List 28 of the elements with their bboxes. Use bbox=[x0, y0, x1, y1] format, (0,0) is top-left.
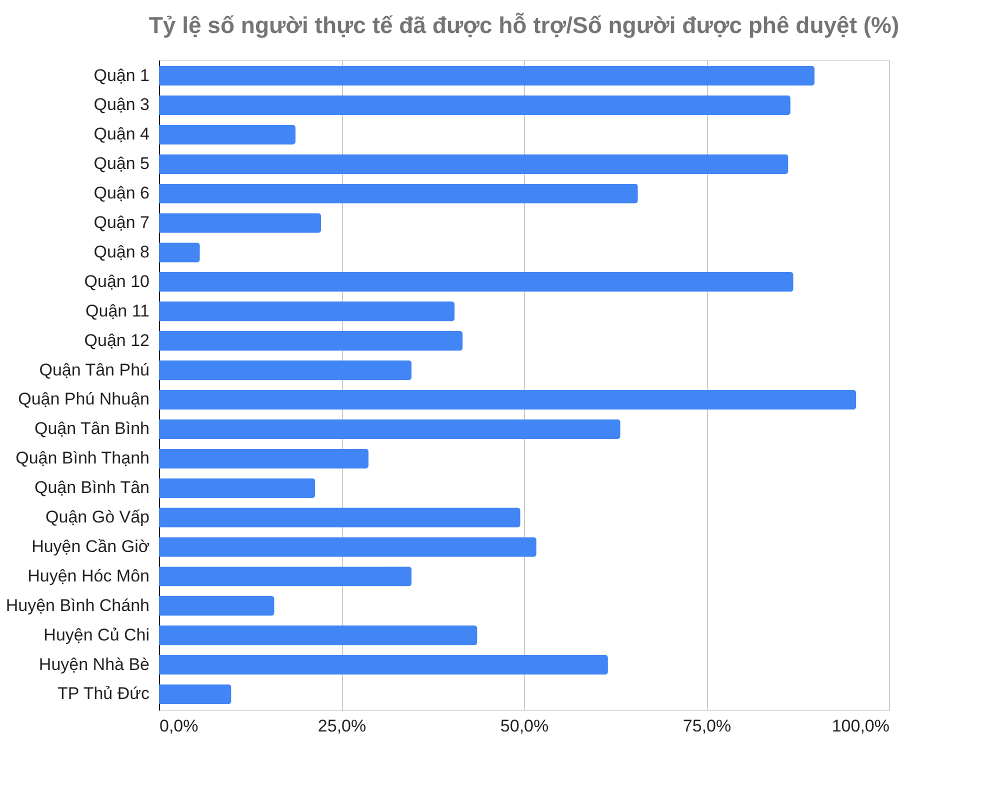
x-tick-label: 100,0% bbox=[832, 716, 890, 736]
y-tick-label: Quận Phú Nhuận bbox=[18, 390, 150, 409]
y-tick-label: Quận 4 bbox=[94, 124, 150, 144]
y-tick-label: Huyện Cần Giờ bbox=[32, 536, 150, 556]
y-tick-label: Quận 12 bbox=[84, 330, 150, 350]
y-tick-label: Huyện Bình Chánh bbox=[6, 596, 150, 615]
y-tick-label: Quận Bình Tân bbox=[34, 478, 150, 498]
y-tick-label: Quận 6 bbox=[94, 184, 150, 203]
y-tick-label: Huyện Củ Chi bbox=[44, 625, 150, 644]
y-tick-label: Quận 10 bbox=[84, 272, 150, 291]
x-tick-label: 25,0% bbox=[318, 716, 366, 736]
y-tick-label: Quận 11 bbox=[86, 301, 150, 320]
y-tick-label: Quận 5 bbox=[94, 154, 150, 174]
y-tick-label: Quận 3 bbox=[94, 95, 150, 114]
y-tick-label: Huyện Nhà Bè bbox=[38, 654, 150, 674]
y-tick-label: Quận 8 bbox=[94, 242, 150, 262]
y-tick-label: Quận Bình Thạnh bbox=[16, 448, 150, 468]
y-tick-label: Quận 7 bbox=[94, 213, 150, 232]
y-tick-label: Quận 1 bbox=[94, 66, 150, 85]
y-tick-label: Huyện Hóc Môn bbox=[28, 566, 150, 586]
x-tick-label: 50,0% bbox=[500, 716, 549, 736]
y-tick-label: Quận Gò Vấp bbox=[46, 508, 150, 527]
chart-title: Tỷ lệ số người thực tế đã được hỗ trợ/Số người được phê duyệt (%) bbox=[148, 12, 900, 38]
x-tick-label: 75,0% bbox=[682, 716, 732, 736]
x-tick-label: 0,0% bbox=[160, 716, 198, 736]
y-tick-label: Quận Tân Phú bbox=[39, 360, 150, 380]
y-tick-label: TP Thủ Đức bbox=[57, 684, 150, 704]
y-tick-label: Quận Tân Bình bbox=[34, 419, 150, 438]
